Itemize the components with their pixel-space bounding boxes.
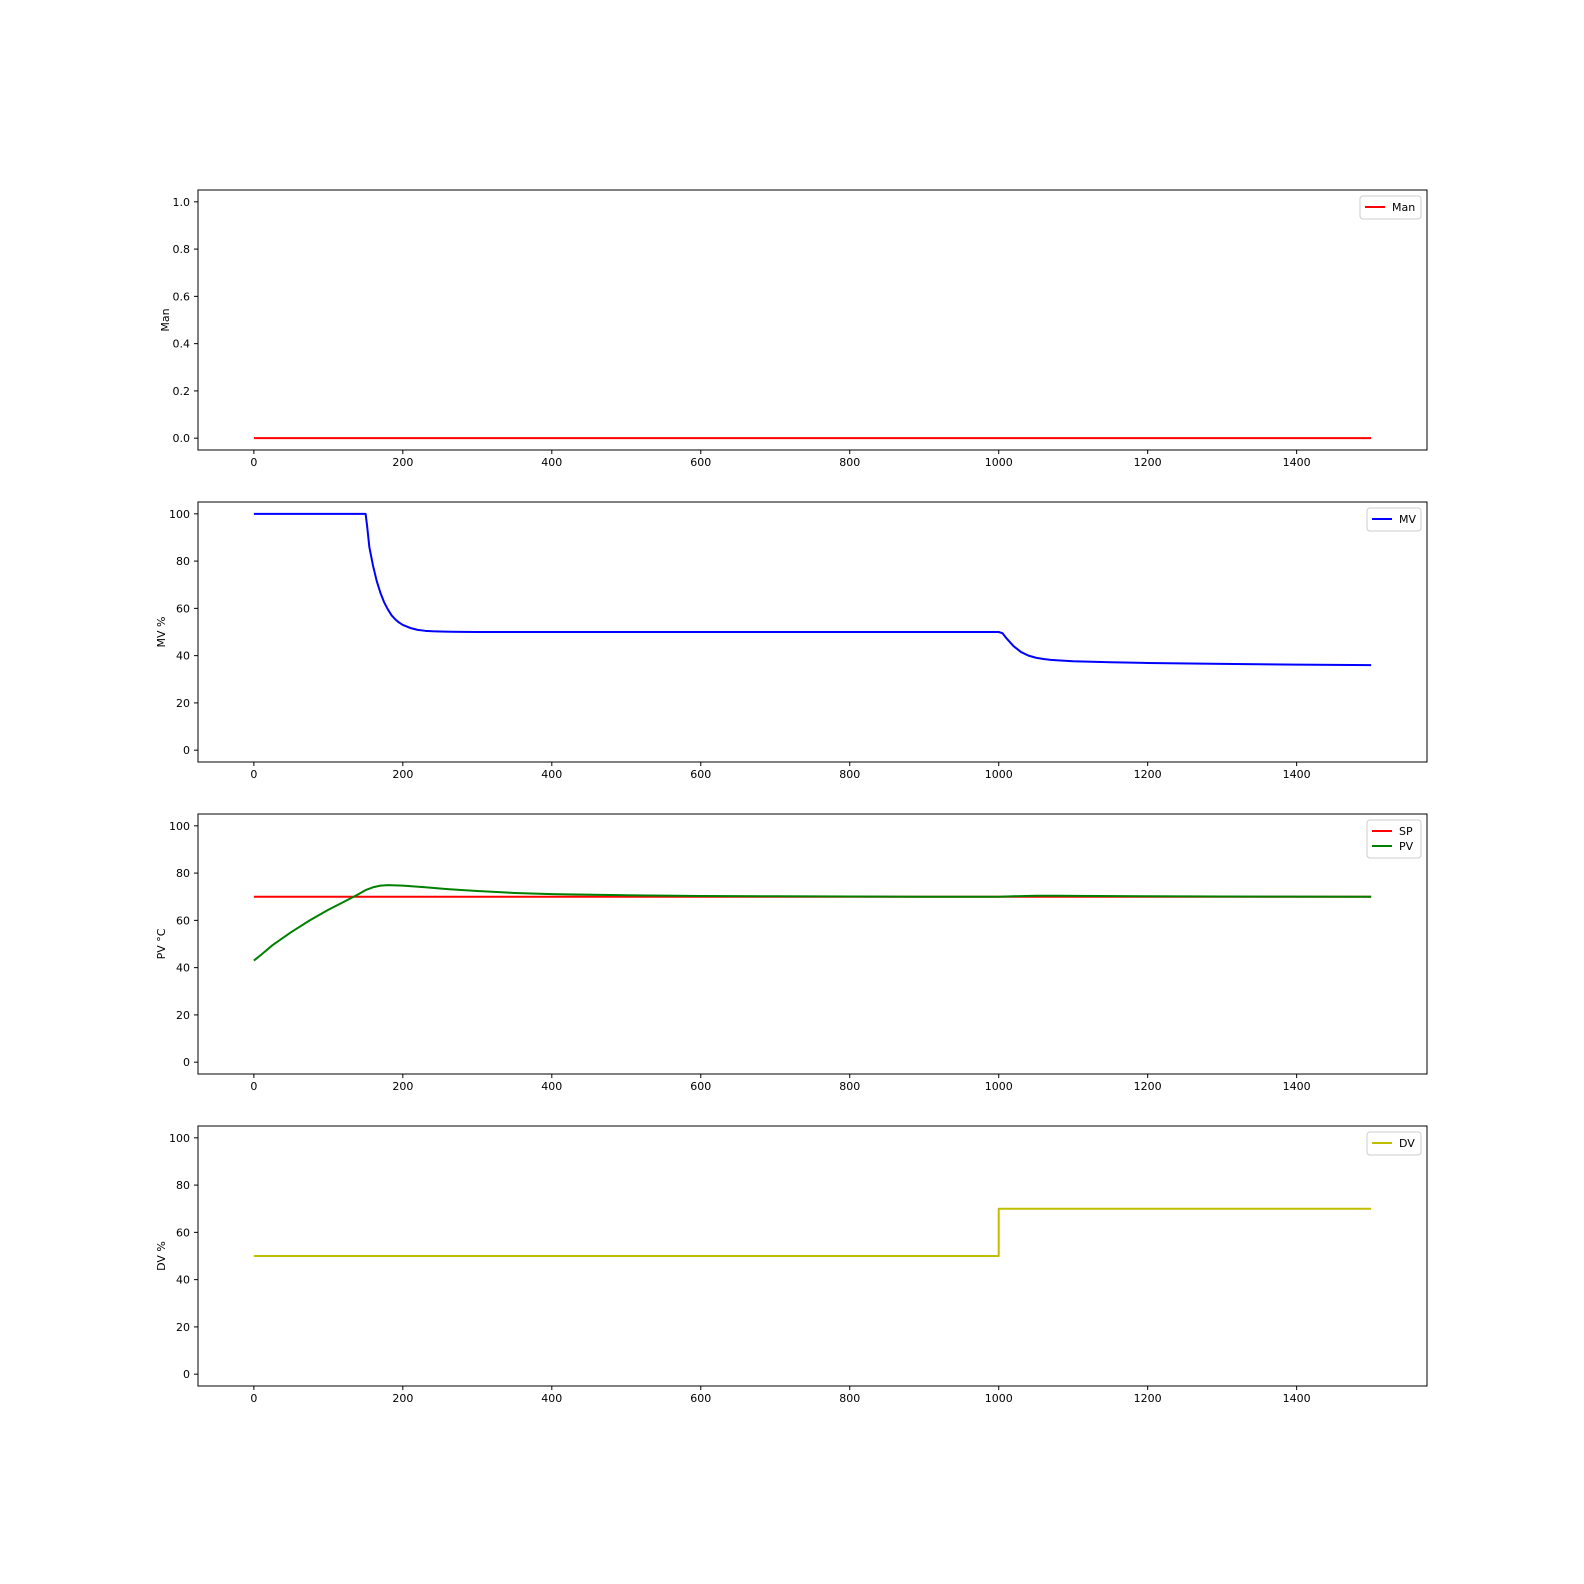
x-tick-label: 0 [250,768,257,781]
series-group [253,1207,1372,1257]
x-tick-label: 400 [541,1080,562,1093]
series-line-mv [253,512,1372,667]
y-axis: 0 20 40 60 80 100 [169,1132,198,1381]
legend-box [1366,1131,1422,1156]
y-tick-label: 0 [183,744,190,757]
series-line-dv [253,1207,1372,1257]
legend-label-sp: SP [1399,825,1413,838]
y-tick-label: 60 [176,914,190,927]
y-tick-label: 0.6 [173,290,191,303]
y-tick-label: 60 [176,1226,190,1239]
axes-frame [197,189,1428,451]
x-tick-label: 800 [839,1392,860,1405]
legend-box [1359,195,1422,220]
legend-label-dv: DV [1399,1137,1415,1150]
y-tick-label: 80 [176,555,190,568]
series-group [253,512,1372,667]
y-tick-label: 80 [176,867,190,880]
y-tick-label: 20 [176,1009,190,1022]
y-axis: 0 20 40 60 80 100 [169,508,198,757]
y-tick-label: 100 [169,508,190,521]
y-tick-label: 0 [183,1368,190,1381]
series-group [253,884,1372,962]
x-tick-label: 1400 [1283,1392,1311,1405]
x-tick-label: 400 [541,456,562,469]
series-line-pv [253,884,1372,962]
y-tick-label: 0.8 [173,243,191,256]
y-tick-label: 20 [176,1321,190,1334]
y-tick-label: 0.0 [173,432,191,445]
y-axis: 0 20 40 60 80 100 [169,820,198,1069]
x-tick-label: 1400 [1283,1080,1311,1093]
x-tick-label: 0 [250,456,257,469]
axes-frame [197,813,1428,1075]
y-axis-label: Man [159,308,172,331]
subplot-4: 0 200 400 600 800 1000 1200 1400 0 20 40 60 80 100 DV … [155,1125,1428,1405]
y-tick-label: 1.0 [173,196,191,209]
x-tick-label: 200 [392,1080,413,1093]
x-tick-label: 600 [690,1392,711,1405]
x-tick-label: 200 [392,1392,413,1405]
x-tick-label: 1400 [1283,456,1311,469]
x-axis: 0 200 400 600 800 1000 1200 1400 [250,450,1311,469]
y-tick-label: 100 [169,820,190,833]
y-tick-label: 0.4 [173,338,191,351]
x-tick-label: 800 [839,768,860,781]
x-tick-label: 800 [839,456,860,469]
x-axis: 0 200 400 600 800 1000 1200 1400 [250,762,1311,781]
x-tick-label: 800 [839,1080,860,1093]
subplot-panels: 0 200 400 600 800 1000 1200 14000.00.20.40.60.8… [155,189,1428,1405]
subplot-2: 0 200 400 600 800 1000 1200 1400 0 20 40 60 80 100 MV … [155,501,1428,781]
x-axis: 0 200 400 600 800 1000 1200 1400 [250,1386,1311,1405]
x-tick-label: 1000 [985,456,1013,469]
axes-frame [197,501,1428,763]
x-tick-label: 400 [541,768,562,781]
y-tick-label: 80 [176,1179,190,1192]
y-axis: 0.0 0.2 0.4 0.6 0.8 1.0 [173,196,198,445]
y-tick-label: 40 [176,650,190,663]
x-tick-label: 1200 [1134,456,1162,469]
y-tick-label: 40 [176,962,190,975]
x-tick-label: 200 [392,768,413,781]
x-tick-label: 600 [690,456,711,469]
x-tick-label: 1000 [985,1392,1013,1405]
subplot-3: 0 200 400 600 800 1000 1200 1400 0 20 40 60 80 100 PV … [155,813,1428,1093]
legend: DV [1366,1131,1422,1156]
legend-label-mv: MV [1399,513,1416,526]
y-tick-label: 60 [176,602,190,615]
subplot-1: 0 200 400 600 800 1000 1200 1400 0.0 0.2 0.4 0.6 0.8… [159,189,1428,469]
y-tick-label: 20 [176,697,190,710]
legend-box [1366,507,1422,532]
x-axis: 0 200 400 600 800 1000 1200 1400 [250,1074,1311,1093]
y-tick-label: 0.2 [173,385,191,398]
legend-label-pv: PV [1399,840,1414,853]
x-tick-label: 1200 [1134,768,1162,781]
y-tick-label: 0 [183,1056,190,1069]
y-axis-label: MV % [155,617,168,648]
legend: MV [1366,507,1422,532]
x-tick-label: 1200 [1134,1392,1162,1405]
legend-box [1366,819,1422,859]
x-tick-label: 1200 [1134,1080,1162,1093]
x-tick-label: 1000 [985,768,1013,781]
axes-frame [197,1125,1428,1387]
x-tick-label: 1000 [985,1080,1013,1093]
x-tick-label: 400 [541,1392,562,1405]
y-tick-label: 100 [169,1132,190,1145]
y-tick-label: 40 [176,1274,190,1287]
x-tick-label: 0 [250,1392,257,1405]
x-tick-label: 1400 [1283,768,1311,781]
y-axis-label: PV °C [155,928,168,959]
x-tick-label: 600 [690,1080,711,1093]
legend: Man [1359,195,1422,220]
x-tick-label: 200 [392,456,413,469]
x-tick-label: 0 [250,1080,257,1093]
x-tick-label: 600 [690,768,711,781]
legend-label-man: Man [1392,201,1415,214]
legend: SP PV [1366,819,1422,859]
y-axis-label: DV % [155,1241,168,1271]
